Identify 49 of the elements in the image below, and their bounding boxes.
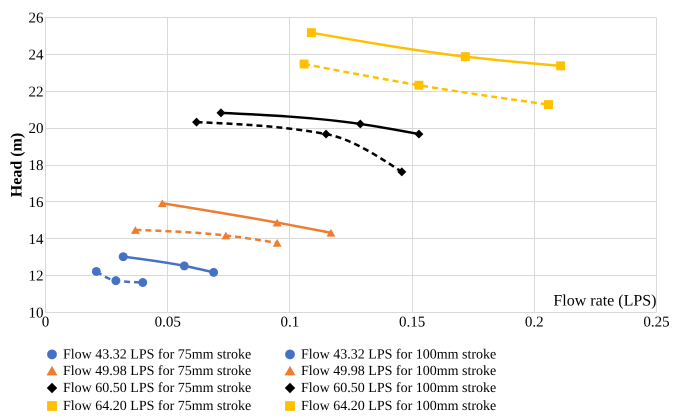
x-tick-label: 0.15: [398, 314, 426, 330]
point: [272, 218, 282, 226]
legend-label: Flow 60.50 LPS for 100mm stroke: [301, 381, 496, 396]
legend-label: Flow 43.32 LPS for 75mm stroke: [63, 347, 252, 362]
point: [460, 52, 470, 62]
point: [192, 118, 201, 127]
point: [118, 252, 128, 262]
point: [414, 130, 424, 139]
x-tick-label: 0: [42, 314, 50, 330]
y-tick-label: 18: [28, 158, 44, 174]
point: [300, 60, 309, 68]
point: [221, 232, 230, 240]
y-tick-label: 10: [28, 306, 44, 322]
point: [180, 261, 189, 270]
point: [130, 226, 140, 234]
point: [326, 228, 336, 237]
legend-label: Flow 43.32 LPS for 100mm stroke: [301, 347, 496, 362]
point: [544, 100, 553, 110]
point: [414, 80, 424, 90]
point: [397, 167, 406, 176]
legend-label: Flow 64.20 LPS for 75mm stroke: [63, 399, 252, 414]
legend-label: Flow 49.98 LPS for 75mm stroke: [63, 364, 252, 379]
y-tick-label: 24: [28, 47, 44, 64]
point: [158, 199, 167, 208]
y-tick-label: 12: [28, 268, 44, 285]
y-tick-label: 14: [28, 232, 44, 248]
x-axis-title: Flow rate (LPS): [553, 292, 656, 310]
y-tick-label: 20: [28, 121, 44, 138]
point: [111, 276, 120, 286]
y-axis-title: Head (m): [8, 132, 26, 198]
y-tick-label: 26: [28, 10, 44, 26]
point: [92, 266, 101, 276]
legend-label: Flow 60.50 LPS for 75mm stroke: [63, 381, 252, 396]
x-tick-label: 0.1: [280, 314, 300, 330]
point: [216, 108, 226, 118]
point: [356, 119, 365, 128]
x-tick-label: 0.05: [154, 314, 181, 330]
point: [209, 268, 218, 277]
legend-label: Flow 49.98 LPS for 100mm stroke: [301, 364, 496, 379]
point: [306, 28, 316, 38]
x-tick-label: 0.25: [643, 314, 670, 330]
y-tick-label: 16: [28, 194, 44, 211]
x-tick-label: 0.2: [524, 314, 544, 330]
point: [556, 61, 566, 70]
point: [138, 278, 148, 287]
point: [322, 130, 331, 139]
legend-label: Flow 64.20 LPS for 100mm stroke: [301, 399, 496, 414]
point: [272, 238, 282, 247]
y-tick-label: 22: [28, 84, 44, 100]
